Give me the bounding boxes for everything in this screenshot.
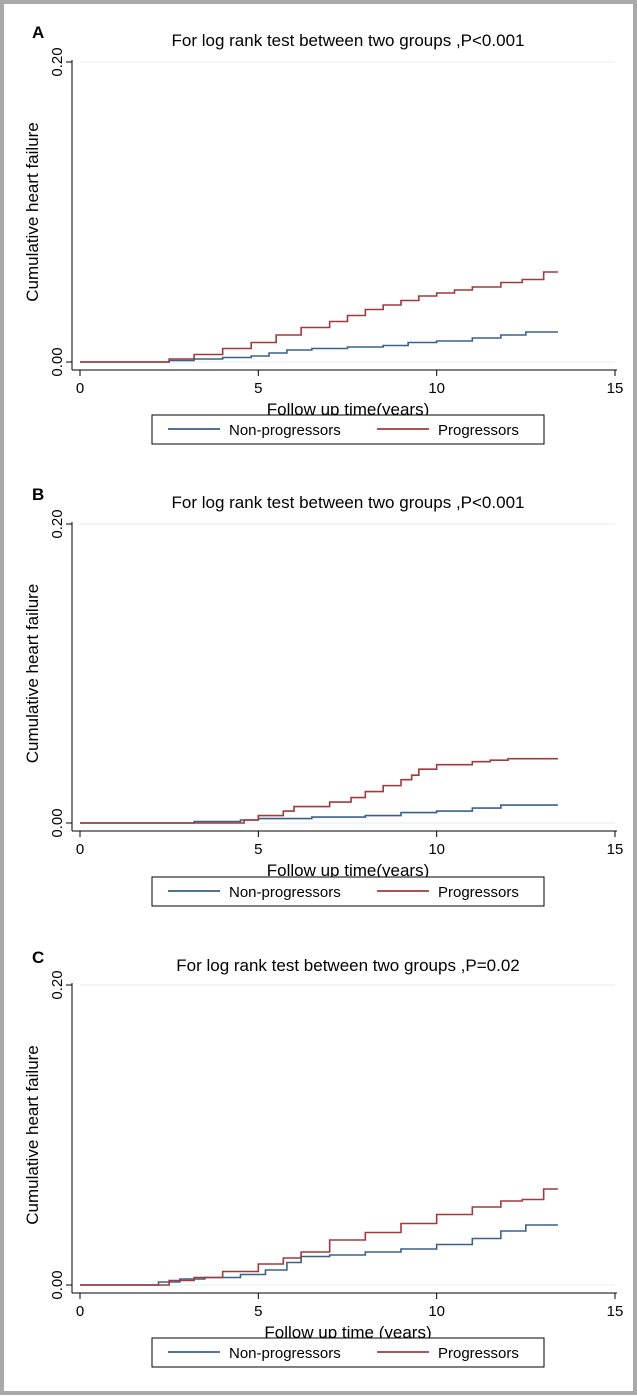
x-tick-label: 10: [428, 1303, 445, 1320]
y-axis-title: Cumulative heart failure: [23, 584, 42, 764]
chart-title: For log rank test between two groups ,P<…: [172, 31, 525, 50]
legend-label-non-progressors: Non-progressors: [229, 1345, 341, 1362]
y-axis-title: Cumulative heart failure: [23, 122, 42, 302]
chart-title: For log rank test between two groups ,P=…: [176, 956, 520, 975]
y-tick-label: 0.20: [49, 970, 66, 999]
panel-label: A: [32, 23, 44, 42]
progressors-line: [80, 757, 558, 824]
x-axis-title: Follow up time(years): [267, 400, 430, 419]
x-tick-label: 15: [607, 841, 624, 858]
x-tick-label: 0: [76, 841, 84, 858]
figure: A For log rank test between two groups ,P…: [23, 23, 624, 1368]
y-tick-label: 0.20: [49, 47, 66, 76]
y-tick-label: 0.00: [49, 808, 66, 837]
legend-label-progressors: Progressors: [438, 884, 519, 901]
progressors-line: [80, 271, 558, 363]
x-axis-title: Follow up time (years): [264, 1323, 431, 1342]
legend-label-non-progressors: Non-progressors: [229, 422, 341, 439]
chart-title: For log rank test between two groups ,P<…: [172, 493, 525, 512]
y-tick-label: 0.20: [49, 509, 66, 538]
y-tick-label: 0.00: [49, 1270, 66, 1299]
panel-label: C: [32, 948, 44, 967]
non-progressors-line: [80, 804, 558, 824]
x-tick-label: 0: [76, 1303, 84, 1320]
legend-label-progressors: Progressors: [438, 422, 519, 439]
non-progressors-line: [80, 331, 558, 363]
panel-label: B: [32, 485, 44, 504]
progressors-line: [80, 1188, 558, 1286]
non-progressors-line: [80, 1224, 558, 1286]
x-tick-label: 5: [254, 1303, 262, 1320]
y-axis-title: Cumulative heart failure: [23, 1045, 42, 1225]
x-tick-label: 5: [254, 380, 262, 397]
legend-label-progressors: Progressors: [438, 1345, 519, 1362]
x-tick-label: 0: [76, 380, 84, 397]
x-tick-label: 10: [428, 841, 445, 858]
x-axis-title: Follow up time(years): [267, 861, 430, 880]
x-tick-label: 10: [428, 380, 445, 397]
legend-label-non-progressors: Non-progressors: [229, 884, 341, 901]
x-tick-label: 15: [607, 1303, 624, 1320]
y-tick-label: 0.00: [49, 347, 66, 376]
x-tick-label: 15: [607, 380, 624, 397]
x-tick-label: 5: [254, 841, 262, 858]
